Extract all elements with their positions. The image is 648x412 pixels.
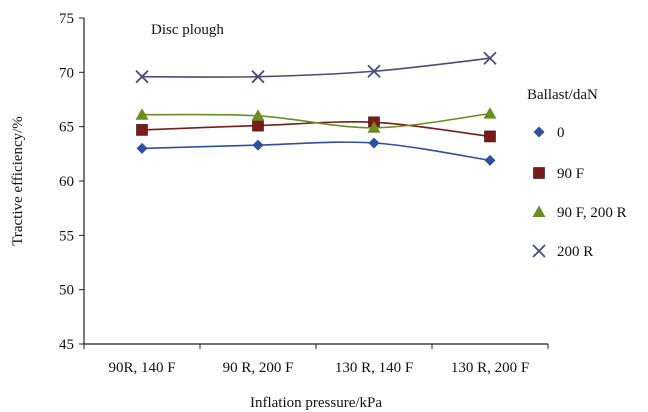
legend-entry: 90 F xyxy=(533,166,584,182)
data-point xyxy=(483,107,497,119)
data-point xyxy=(252,139,264,151)
legend-label: 0 xyxy=(557,125,565,141)
series-3 xyxy=(135,51,497,84)
chart-annotation: Disc plough xyxy=(151,22,224,38)
data-point xyxy=(251,70,265,84)
y-tick-label: 75 xyxy=(59,11,74,27)
data-point xyxy=(368,137,380,149)
y-tick-label: 60 xyxy=(59,174,74,190)
legend-title: Ballast/daN xyxy=(527,87,598,103)
x-tick-label: 130 R, 140 F xyxy=(335,360,413,376)
legend-label: 200 R xyxy=(557,244,593,260)
data-point xyxy=(252,119,264,132)
legend-marker xyxy=(532,205,546,217)
x-tick-label: 130 R, 200 F xyxy=(451,360,529,376)
data-point xyxy=(483,51,497,65)
plot-area xyxy=(83,18,548,345)
y-tick-label: 45 xyxy=(59,337,74,353)
y-tick-label: 65 xyxy=(59,120,74,136)
series-2 xyxy=(135,107,497,133)
legend: Ballast/daN 0 90 F 90 F, 200 R 200 R xyxy=(527,87,627,260)
data-point xyxy=(135,70,149,84)
data-point xyxy=(484,130,496,143)
x-axis-title: Inflation pressure/kPa xyxy=(250,395,382,411)
series-layer xyxy=(135,51,497,166)
series-line xyxy=(141,121,491,138)
y-tick-label: 55 xyxy=(59,228,74,244)
x-tick-label: 90R, 140 F xyxy=(108,360,175,376)
y-axis-title: Tractive efficiency/% xyxy=(10,116,26,246)
series-line xyxy=(141,141,491,162)
data-point xyxy=(251,109,265,121)
data-point xyxy=(484,154,496,166)
data-point xyxy=(367,64,381,78)
y-tick-label: 50 xyxy=(59,283,74,299)
data-point xyxy=(136,142,148,154)
legend-entry: 0 xyxy=(533,125,565,141)
legend-marker xyxy=(532,244,546,258)
legend-marker xyxy=(533,126,545,138)
y-ticks: 45 50 55 60 65 70 75 xyxy=(59,11,84,353)
legend-marker xyxy=(533,167,545,179)
y-tick-label: 70 xyxy=(59,65,74,81)
data-point xyxy=(135,108,149,120)
legend-entry: 90 F, 200 R xyxy=(532,205,627,221)
data-point xyxy=(367,121,381,133)
series-0 xyxy=(136,137,496,166)
series-line xyxy=(141,57,491,78)
legend-label: 90 F xyxy=(557,166,584,182)
x-ticks: 90R, 140 F 90 R, 200 F 130 R, 140 F 130 R, … xyxy=(83,344,549,376)
series-line xyxy=(141,112,491,129)
data-point xyxy=(136,124,148,136)
legend-entry: 200 R xyxy=(532,244,593,260)
x-tick-label: 90 R, 200 F xyxy=(223,360,294,376)
legend-label: 90 F, 200 R xyxy=(557,205,627,221)
